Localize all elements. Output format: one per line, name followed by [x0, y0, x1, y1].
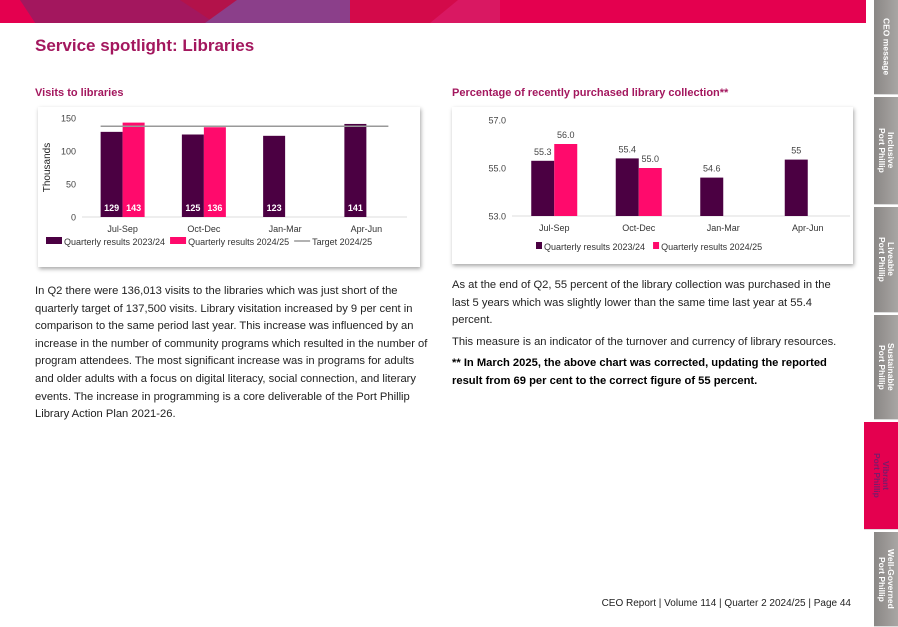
- data-label: 54.6: [703, 164, 721, 174]
- bar: [784, 159, 808, 216]
- page-title: Service spotlight: Libraries: [35, 36, 255, 55]
- data-label: 55.0: [641, 154, 659, 164]
- data-label: 123: [267, 203, 282, 213]
- x-tick-label: Jul-Sep: [107, 224, 138, 234]
- tab-well-governed[interactable]: Well-Governed Port Phillip: [874, 532, 898, 627]
- x-tick-label: Apr-Jun: [792, 223, 824, 233]
- legend-swatch: [536, 242, 542, 249]
- data-label: 136: [207, 203, 222, 213]
- collection-text-2: This measure is an indicator of the turn…: [452, 335, 837, 348]
- bar: [700, 177, 724, 216]
- legend-label: Quarterly results 2023/24: [544, 242, 645, 252]
- legend-label: Quarterly results 2024/25: [661, 242, 762, 252]
- bar: [203, 127, 226, 217]
- bar: [122, 122, 145, 217]
- x-tick-label: Oct-Dec: [187, 224, 221, 234]
- legend-swatch: [653, 242, 660, 249]
- tab-liveable[interactable]: Liveable Port Phillip: [874, 207, 898, 313]
- bar: [554, 144, 578, 216]
- tab-label: Sustainable Port Phillip: [877, 343, 896, 391]
- y-axis-label: Thousands: [42, 143, 53, 192]
- collection-chart-title: Percentage of recently purchased library…: [452, 87, 729, 99]
- tab-label: Vibrant Port Phillip: [872, 453, 891, 498]
- tab-ceo-message[interactable]: CEO message: [874, 0, 898, 95]
- x-tick-label: Jan-Mar: [707, 223, 740, 233]
- x-tick-label: Oct-Dec: [622, 223, 656, 233]
- legend-label: Target 2024/25: [312, 237, 372, 247]
- x-tick-label: Jan-Mar: [269, 224, 302, 234]
- legend-label: Quarterly results 2023/24: [64, 237, 165, 247]
- legend-label: Quarterly results 2024/25: [188, 237, 289, 247]
- y-tick-label: 55.0: [488, 164, 506, 174]
- bar: [181, 134, 204, 217]
- data-label: 55: [791, 146, 801, 156]
- visits-description: In Q2 there were 136,013 visits to the l…: [35, 285, 428, 421]
- visits-chart-title: Visits to libraries: [35, 87, 124, 99]
- data-label: 55.4: [618, 144, 636, 154]
- collection-text-1: As at the end of Q2, 55 percent of the l…: [452, 279, 831, 327]
- tab-sustainable[interactable]: Sustainable Port Phillip: [874, 315, 898, 420]
- collection-description: As at the end of Q2, 55 percent of the l…: [452, 277, 842, 395]
- y-tick-label: 57.0: [488, 116, 506, 126]
- tab-label: CEO message: [881, 18, 892, 76]
- y-tick-label: 50: [66, 180, 76, 190]
- tab-inclusive[interactable]: Inclusive Port Phillip: [874, 97, 898, 205]
- legend-swatch: [46, 237, 62, 244]
- x-tick-label: Jul-Sep: [539, 223, 570, 233]
- x-tick-label: Apr-Jun: [351, 224, 383, 234]
- bar: [100, 131, 123, 217]
- bar: [531, 160, 555, 216]
- data-label: 141: [348, 203, 363, 213]
- data-label: 56.0: [557, 130, 575, 140]
- data-label: 125: [185, 203, 200, 213]
- tab-label: Well-Governed Port Phillip: [877, 549, 896, 609]
- data-label: 129: [104, 203, 119, 213]
- tab-label: Inclusive Port Phillip: [877, 128, 896, 173]
- bar: [263, 135, 286, 217]
- y-tick-label: 150: [61, 114, 76, 124]
- page-footer: CEO Report | Volume 114 | Quarter 2 2024…: [601, 598, 851, 609]
- visits-chart: 0 50 100 150 Thousands Jul-Sep 129 143 Oct-Dec 12…: [38, 107, 420, 267]
- tab-label: Liveable Port Phillip: [877, 237, 896, 282]
- legend-swatch: [170, 237, 187, 244]
- correction-note: ** In March 2025, the above chart was co…: [452, 357, 827, 387]
- collection-chart: 53.0 55.0 57.0 Jul-Sep 55.3 56.0 Oct-Dec 55.4 55…: [452, 107, 853, 264]
- y-tick-label: 0: [71, 213, 76, 223]
- tab-vibrant[interactable]: Vibrant Port Phillip: [864, 422, 898, 530]
- y-tick-label: 53.0: [488, 212, 506, 222]
- header-banner: [0, 0, 866, 23]
- y-tick-label: 100: [61, 147, 76, 157]
- bar: [638, 168, 662, 216]
- bar: [344, 123, 367, 217]
- bar: [615, 158, 639, 216]
- data-label: 55.3: [534, 147, 552, 157]
- data-label: 143: [126, 203, 141, 213]
